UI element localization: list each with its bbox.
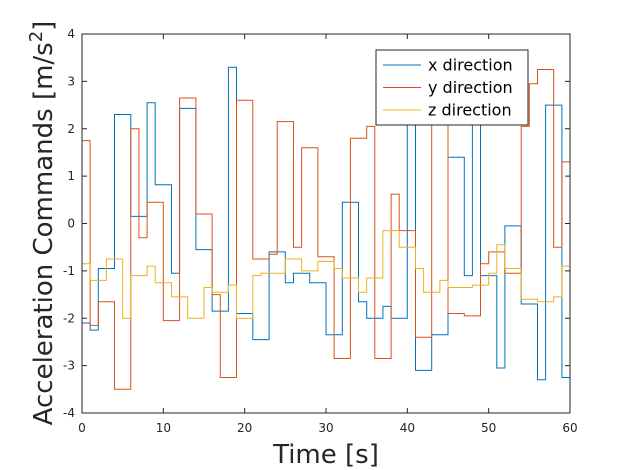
x-tick-label: 20 xyxy=(237,421,252,435)
x-axis-title: Time [s] xyxy=(272,440,379,470)
series-line-1 xyxy=(82,66,570,395)
y-tick-label: 3 xyxy=(67,74,75,88)
x-tick-label: 50 xyxy=(481,421,496,435)
tick-labels: 0 10 20 30 40 50 60 -4 -3 -2 -1 0 1 2 3 4 xyxy=(63,27,578,435)
legend-label-3: z direction xyxy=(428,101,512,120)
y-tick-label: -4 xyxy=(63,406,75,420)
series-line-3 xyxy=(82,230,570,319)
y-axis-title-main: Acceleration Commands [m/s xyxy=(29,42,59,425)
y-axis-title: Acceleration Commands [m/s2] xyxy=(26,21,59,426)
legend-label-1: x direction xyxy=(428,56,513,75)
y-tick-label: 4 xyxy=(67,27,75,41)
series-layer xyxy=(82,66,570,395)
axes xyxy=(81,33,571,414)
y-tick-label: -1 xyxy=(63,264,75,278)
y-tick-label: -3 xyxy=(63,359,75,373)
x-tick-label: 10 xyxy=(156,421,171,435)
x-tick-label: 0 xyxy=(78,421,86,435)
y-tick-label: -2 xyxy=(63,311,75,325)
y-axis-title-exponent: 2 xyxy=(26,31,47,42)
legend: x direction y direction z direction xyxy=(375,49,529,126)
x-tick-label: 60 xyxy=(562,421,577,435)
y-tick-label: 0 xyxy=(67,217,75,231)
y-tick-label: 1 xyxy=(67,169,75,183)
legend-label-2: y direction xyxy=(428,78,513,97)
x-tick-label: 30 xyxy=(318,421,333,435)
x-tick-label: 40 xyxy=(400,421,415,435)
y-tick-label: 2 xyxy=(67,122,75,136)
y-axis-title-end: ] xyxy=(29,21,59,31)
